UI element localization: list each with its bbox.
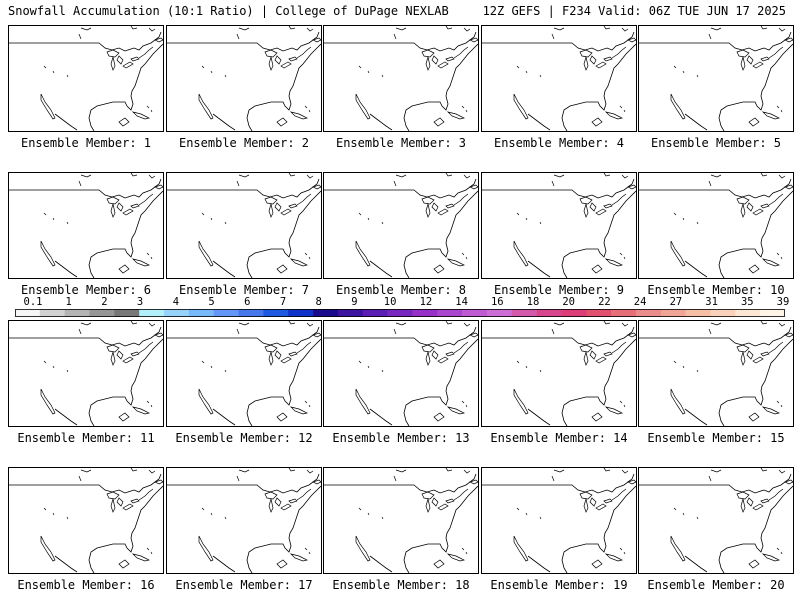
colorbar-segment [337,309,364,317]
colorbar-tick-label: 9 [351,296,358,308]
ensemble-map-7 [166,172,322,279]
ensemble-label-18: Ensemble Member: 18 [332,578,470,592]
ensemble-label-5: Ensemble Member: 5 [650,136,782,150]
ensemble-map-14 [481,320,637,427]
colorbar-segment [263,309,289,317]
ensemble-map-5 [638,25,794,132]
colorbar-tick-label: 2 [101,296,108,308]
ensemble-map-16 [8,467,164,574]
colorbar-segment [313,309,339,317]
ensemble-map-10 [638,172,794,279]
colorbar-tick-label: 7 [279,296,287,308]
colorbar-tick-label: 27 [669,296,683,308]
ensemble-label-17: Ensemble Member: 17 [175,578,313,592]
colorbar-segment [164,309,190,317]
ensemble-label-7: Ensemble Member: 7 [178,283,310,297]
colorbar [15,309,785,317]
ensemble-map-18 [323,467,479,574]
colorbar-segment [288,309,314,317]
colorbar-tick-label: 39 [776,296,790,308]
ensemble-map-17 [166,467,322,574]
ensemble-map-11 [8,320,164,427]
ensemble-label-13: Ensemble Member: 13 [332,431,470,445]
colorbar-tick-label: 8 [315,296,322,308]
ensemble-map-8 [323,172,479,279]
colorbar-segment [561,309,587,317]
ensemble-map-12 [166,320,322,427]
colorbar-segment [635,309,662,317]
ensemble-label-10: Ensemble Member: 10 [647,283,785,297]
colorbar-tick-label: 12 [419,296,433,308]
ensemble-label-6: Ensemble Member: 6 [20,283,152,297]
colorbar-segment [437,309,463,317]
colorbar-segment [760,309,785,317]
ensemble-label-9: Ensemble Member: 9 [493,283,625,297]
colorbar-tick-label: 1 [65,296,72,308]
ensemble-label-1: Ensemble Member: 1 [20,136,152,150]
colorbar-segment [710,309,736,317]
ensemble-label-12: Ensemble Member: 12 [175,431,313,445]
colorbar-tick-label: 16 [490,296,504,308]
colorbar-segment [660,309,686,317]
ensemble-label-2: Ensemble Member: 2 [178,136,310,150]
colorbar-tick-label: 24 [633,296,647,308]
colorbar-tick-label: 14 [455,296,468,308]
ensemble-label-14: Ensemble Member: 14 [490,431,628,445]
ensemble-label-8: Ensemble Member: 8 [335,283,467,297]
colorbar-segment [15,309,41,317]
colorbar-segment [685,309,711,317]
map-title: Snowfall Accumulation (10:1 Ratio) | Col… [8,4,449,18]
colorbar-segment [64,309,90,317]
colorbar-segment [213,309,239,317]
ensemble-map-20 [638,467,794,574]
colorbar-tick-label: 5 [208,296,215,308]
colorbar-segment [362,309,388,317]
colorbar-tick-label: 0.1 [23,296,43,308]
ensemble-label-11: Ensemble Member: 11 [17,431,155,445]
ensemble-map-6 [8,172,164,279]
ensemble-map-4 [481,25,637,132]
colorbar-segment [735,309,761,317]
ensemble-label-19: Ensemble Member: 19 [490,578,628,592]
colorbar-tick-label: 22 [598,296,611,308]
colorbar-segment [412,309,438,317]
ensemble-label-4: Ensemble Member: 4 [493,136,625,150]
ensemble-map-13 [323,320,479,427]
colorbar-labels: 0.1 1 2 3 4 5 6 7 8 9 10 12 14 16 18 20 22 24 27 31 35 39 [15,296,790,308]
colorbar-tick-label: 6 [244,296,251,308]
ensemble-map-19 [481,467,637,574]
colorbar-segment [114,309,140,317]
ensemble-label-16: Ensemble Member: 16 [17,578,155,592]
ensemble-map-2 [166,25,322,132]
ensemble-map-1 [8,25,164,132]
colorbar-segment [39,309,65,317]
colorbar-segment [611,309,637,317]
ensemble-map-3 [323,25,479,132]
run-info: 12Z GEFS | F234 Valid: 06Z TUE JUN 17 20… [482,4,786,18]
colorbar-tick-label: 4 [172,296,180,308]
colorbar-tick-label: 35 [740,296,754,308]
colorbar-tick-label: 31 [705,296,718,308]
ensemble-map-9 [481,172,637,279]
colorbar-segment [536,309,562,317]
colorbar-segment [387,309,413,317]
colorbar-segment [238,309,264,317]
ensemble-map-15 [638,320,794,427]
colorbar-frame [15,309,785,317]
colorbar-segment [462,309,488,317]
colorbar-tick-label: 18 [526,296,540,308]
colorbar-tick-label: 10 [383,296,397,308]
colorbar-segment [586,309,612,317]
ensemble-label-20: Ensemble Member: 20 [647,578,785,592]
colorbar-segment [89,309,115,317]
ensemble-label-3: Ensemble Member: 3 [335,136,467,150]
colorbar-segment [486,309,513,317]
colorbar-segment [511,309,537,317]
colorbar-segment [139,309,165,317]
colorbar-tick-label: 3 [136,296,144,308]
colorbar-tick-label: 20 [562,296,576,308]
colorbar-segment [188,309,215,317]
ensemble-label-15: Ensemble Member: 15 [647,431,785,445]
